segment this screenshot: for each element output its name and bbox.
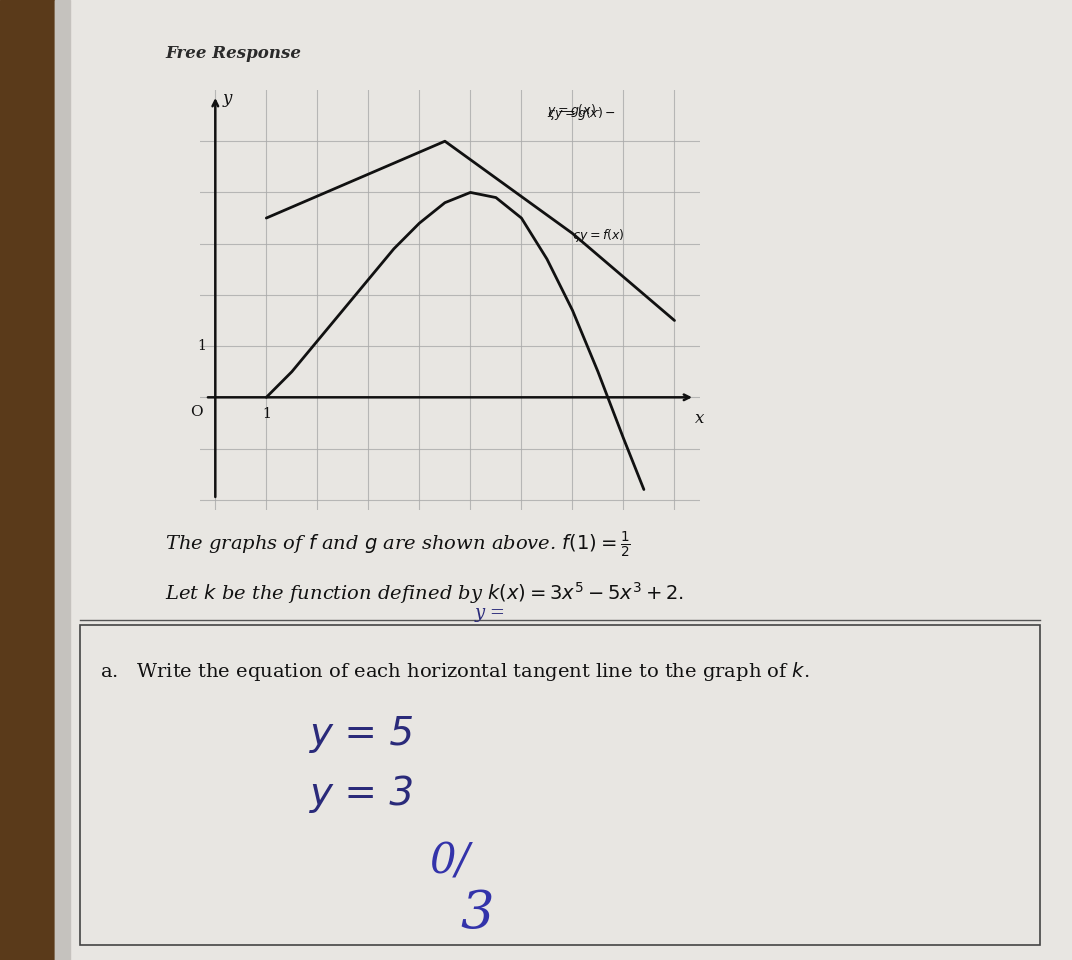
Text: Let $k$ be the function defined by $k(x) = 3x^5 - 5x^3 + 2.$: Let $k$ be the function defined by $k(x)… [165, 580, 684, 606]
Bar [55, 0, 70, 960]
Text: O: O [190, 405, 203, 419]
Text: x: x [695, 410, 704, 427]
Text: 0/: 0/ [430, 840, 471, 882]
Text: y =: y = [475, 604, 506, 622]
Text: a.   Write the equation of each horizontal tangent line to the graph of $k$.: a. Write the equation of each horizontal… [100, 660, 809, 683]
Text: 1: 1 [197, 339, 206, 353]
Text: y = 5: y = 5 [310, 715, 415, 753]
Text: $\varsigma y = g(x)-$: $\varsigma y = g(x)-$ [547, 105, 615, 122]
Text: $\varsigma y = f(x)$: $\varsigma y = f(x)$ [572, 228, 625, 245]
Text: The graphs of $f$ and $g$ are shown above. $f(1)=\frac{1}{2}$: The graphs of $f$ and $g$ are shown abov… [165, 530, 631, 560]
Text: 3: 3 [460, 888, 493, 939]
Bar [0, 0, 62, 960]
Text: Free Response: Free Response [165, 45, 301, 62]
Text: y = 3: y = 3 [310, 775, 415, 813]
Text: y: y [223, 90, 233, 107]
Text: 1: 1 [262, 406, 271, 420]
Text: $y = g(x)$-: $y = g(x)$- [547, 102, 600, 119]
Bar [80, 625, 1040, 945]
